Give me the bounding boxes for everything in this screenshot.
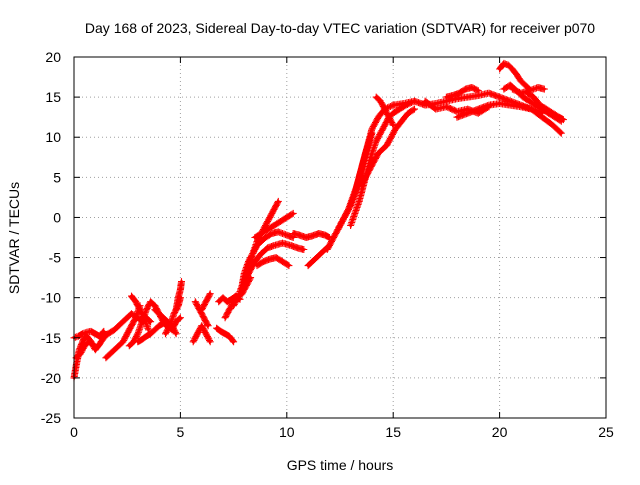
grid-layer [74,57,606,418]
x-tick-label: 25 [598,424,614,440]
series-arc-18 [238,239,308,294]
series-markers [72,338,97,362]
series-markers [496,59,533,93]
series-arc-10 [172,278,185,314]
series-markers [442,84,482,101]
series-arc-6 [128,292,152,334]
series-markers [189,322,214,346]
x-tick-label: 15 [385,424,401,440]
series-arc-15 [213,324,238,346]
y-tick-label: 10 [45,129,61,145]
series-arc-11 [189,322,214,346]
series-arc-36 [523,89,567,124]
series-markers [453,100,565,137]
series-arc-20 [251,209,297,241]
series-markers [198,290,214,314]
y-tick-label: -10 [41,290,61,306]
y-tick-label: 15 [45,89,61,105]
x-tick-label: 20 [492,424,508,440]
x-tick-label: 5 [177,424,185,440]
series-arc-32 [453,100,565,137]
tick-layer: 0 5 10 15 20 25 -25 -20 -15 -10 -5 0 5 10 15 20 [41,49,614,440]
y-tick-label: 0 [53,209,61,225]
series-markers [251,209,297,241]
series-markers [128,292,152,334]
series-arc-25 [334,101,397,233]
x-tick-label: 10 [279,424,295,440]
y-tick-label: -5 [49,250,62,266]
series-markers [372,93,397,129]
series-arc-27 [357,105,418,189]
series-arc-12 [191,298,212,330]
series-markers [357,105,418,189]
y-tick-label: -20 [41,370,61,386]
series-arc-3 [72,338,97,362]
series-markers [253,254,293,270]
series-markers [172,278,185,314]
series-markers [289,230,333,241]
series-markers [102,302,144,362]
series-arc-22 [289,230,333,241]
y-tick-label: -25 [41,410,61,426]
series-arc-13 [198,290,214,314]
y-axis-label: SDTVAR / TECUs [6,182,22,294]
data-layer [70,59,567,382]
x-tick-label: 0 [70,424,78,440]
series-arc-33 [496,59,533,93]
series-markers [523,89,567,124]
series-markers [334,101,397,233]
chart-title: Day 168 of 2023, Sidereal Day-to-day VTE… [85,20,595,36]
y-tick-label: -15 [41,330,61,346]
series-arc-31 [442,84,482,101]
series-markers [508,84,548,97]
y-tick-label: 5 [53,169,61,185]
x-axis-label: GPS time / hours [287,457,394,473]
series-arc-28 [372,93,397,129]
series-markers [213,324,238,346]
series-arc-21 [253,254,293,270]
series-arc-35 [508,84,548,97]
y-tick-label: 20 [45,49,61,65]
plot-frame [73,56,607,419]
series-arc-4 [102,302,144,362]
